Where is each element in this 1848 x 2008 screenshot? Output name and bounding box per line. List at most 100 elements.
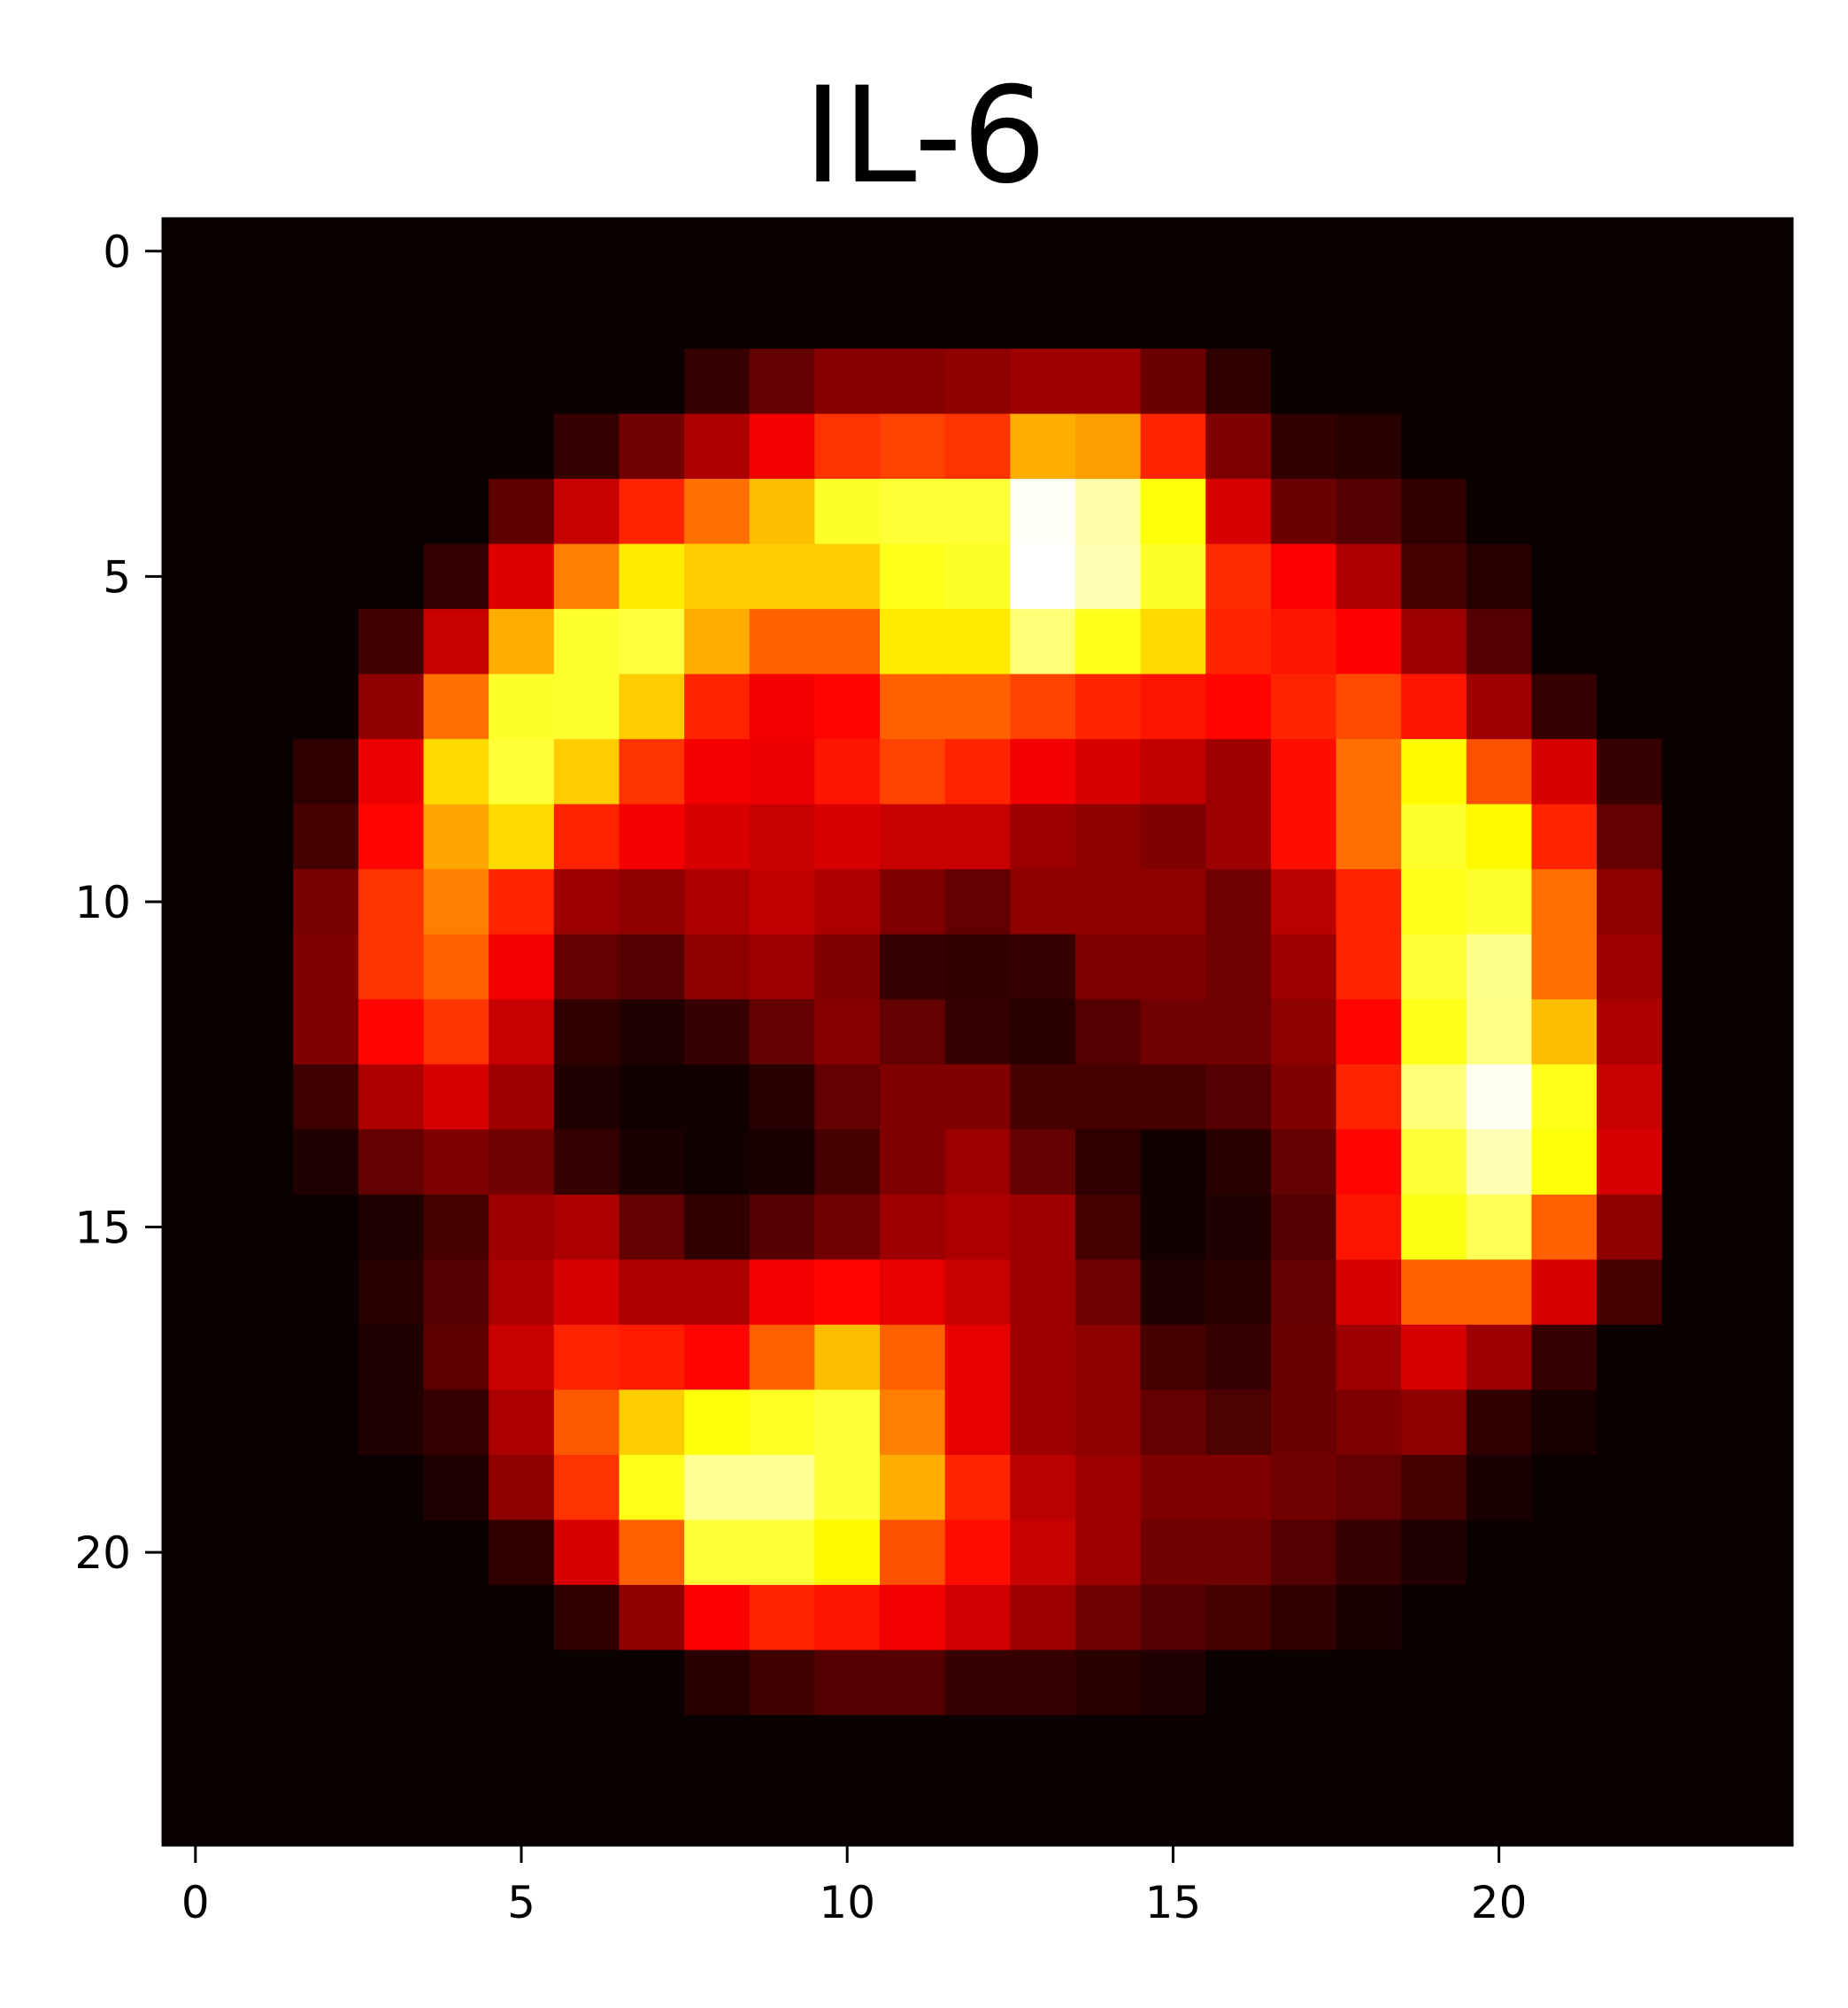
heatmap-cell (1336, 413, 1402, 480)
heatmap-cell (1401, 1650, 1467, 1716)
heatmap-cell (1205, 1259, 1272, 1326)
heatmap-cell (619, 1194, 685, 1260)
heatmap-cell (1140, 283, 1206, 350)
heatmap-cell (1466, 1714, 1533, 1781)
heatmap-cell (489, 1259, 555, 1326)
heatmap-cell (1531, 283, 1598, 350)
heatmap-cell (684, 219, 751, 285)
heatmap-cell (423, 673, 489, 740)
heatmap-cell (1010, 1389, 1076, 1456)
heatmap-cell (1661, 934, 1728, 1000)
heatmap-cell (880, 1259, 946, 1326)
heatmap-cell (1074, 739, 1142, 805)
heatmap-cell (684, 1129, 751, 1196)
heatmap-cell (1205, 1780, 1272, 1846)
heatmap-cell (358, 999, 425, 1066)
y-tick-label: 10 (74, 877, 131, 928)
heatmap-cell (358, 1714, 425, 1781)
heatmap-cell (1074, 1780, 1142, 1846)
heatmap-cell (1010, 479, 1076, 545)
heatmap-cell (1205, 1324, 1272, 1390)
heatmap-cell (553, 869, 620, 935)
heatmap-cell (880, 1129, 946, 1196)
heatmap-cell (163, 804, 229, 870)
heatmap-cell (293, 1454, 359, 1520)
heatmap-cell (619, 609, 685, 675)
heatmap-cell (1140, 1259, 1206, 1326)
heatmap-cell (749, 739, 815, 805)
heatmap-cell (489, 673, 555, 740)
heatmap-cell (1205, 1194, 1272, 1260)
heatmap-cell (880, 1389, 946, 1456)
heatmap-cell (227, 739, 294, 805)
heatmap-cell (944, 219, 1011, 285)
heatmap-cell (358, 1324, 425, 1390)
heatmap-cell (293, 999, 359, 1066)
heatmap-cell (1074, 934, 1142, 1000)
heatmap-cell (1401, 349, 1467, 415)
heatmap-cell (489, 413, 555, 480)
heatmap-cell (227, 869, 294, 935)
x-tick-label: 15 (1145, 1877, 1202, 1928)
heatmap-cell (1597, 413, 1663, 480)
heatmap-cell (1010, 609, 1076, 675)
heatmap-cell (227, 1650, 294, 1716)
heatmap-cell (227, 934, 294, 1000)
heatmap-cell (1727, 1454, 1793, 1520)
heatmap-cell (1270, 804, 1337, 870)
heatmap-cell (1727, 349, 1793, 415)
heatmap-cell (489, 219, 555, 285)
heatmap-cell (944, 1259, 1011, 1326)
heatmap-cell (814, 739, 881, 805)
heatmap-cell (880, 934, 946, 1000)
heatmap-cell (1336, 1519, 1402, 1586)
heatmap-cell (358, 1259, 425, 1326)
heatmap-cell (944, 1389, 1011, 1456)
heatmap-cell (1270, 1780, 1337, 1846)
heatmap-cell (619, 543, 685, 610)
heatmap-cell (1597, 739, 1663, 805)
heatmap-cell (293, 1194, 359, 1260)
heatmap-cell (1270, 1129, 1337, 1196)
heatmap-cell (1466, 804, 1533, 870)
heatmap-cell (1140, 1780, 1206, 1846)
heatmap-cell (944, 1780, 1011, 1846)
heatmap-cell (1010, 413, 1076, 480)
heatmap-cell (1466, 1389, 1533, 1456)
heatmap-cell (1661, 1584, 1728, 1651)
heatmap-cell (749, 673, 815, 740)
heatmap-cell (293, 1780, 359, 1846)
heatmap-cell (880, 1714, 946, 1781)
heatmap-cell (1010, 739, 1076, 805)
heatmap-cell (880, 413, 946, 480)
heatmap-cell (1401, 1064, 1467, 1130)
heatmap-cells (163, 219, 1793, 1846)
heatmap-cell (1336, 1650, 1402, 1716)
heatmap-cell (293, 869, 359, 935)
heatmap-cell (1270, 543, 1337, 610)
heatmap-cell (1597, 479, 1663, 545)
heatmap-cell (1074, 1584, 1142, 1651)
heatmap-cell (1205, 479, 1272, 545)
heatmap-cell (489, 609, 555, 675)
heatmap-cell (1597, 804, 1663, 870)
heatmap-cell (553, 1650, 620, 1716)
heatmap-cell (163, 1519, 229, 1586)
heatmap-cell (619, 739, 685, 805)
heatmap-cell (1401, 1714, 1467, 1781)
heatmap-cell (1401, 739, 1467, 805)
heatmap-cell (880, 609, 946, 675)
heatmap-cell (293, 1389, 359, 1456)
heatmap-cell (163, 673, 229, 740)
heatmap-cell (1270, 479, 1337, 545)
heatmap-cell (423, 1650, 489, 1716)
heatmap-cell (293, 1129, 359, 1196)
heatmap-cell (293, 1259, 359, 1326)
heatmap-cell (1010, 1650, 1076, 1716)
heatmap-cell (1010, 283, 1076, 350)
heatmap-cell (423, 543, 489, 610)
heatmap-cell (814, 349, 881, 415)
heatmap-cell (1727, 804, 1793, 870)
heatmap-cell (1661, 219, 1728, 285)
heatmap-cell (489, 1519, 555, 1586)
